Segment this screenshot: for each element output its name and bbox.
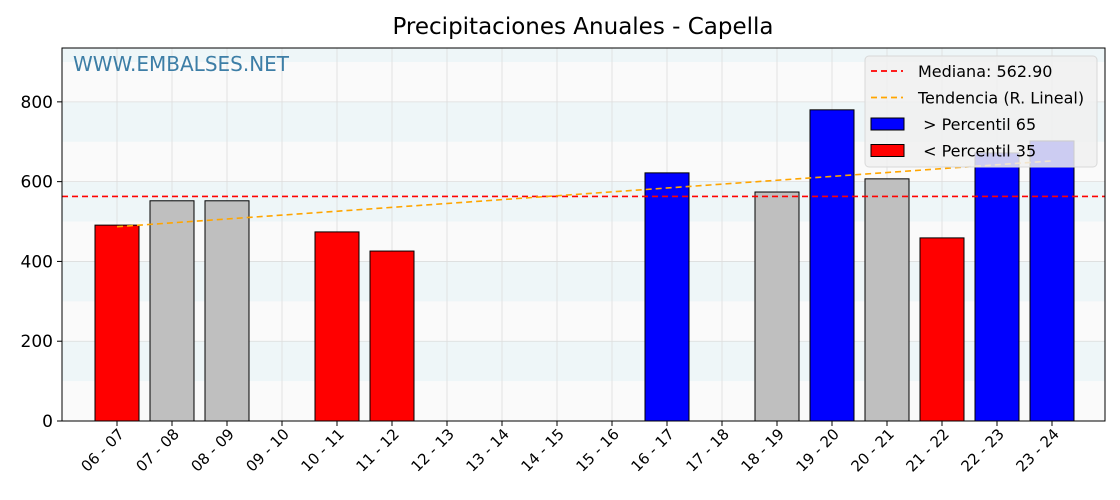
x-tick-label: 23 - 24 <box>1013 425 1063 475</box>
legend-bar-swatch <box>870 117 905 131</box>
x-tick-label: 14 - 15 <box>518 425 568 475</box>
x-tick-label: 13 - 14 <box>463 425 513 475</box>
bar-06-07 <box>94 224 140 422</box>
chart-title: Precipitaciones Anuales - Capella <box>392 14 773 40</box>
y-tick-label: 400 <box>21 252 53 272</box>
legend-label: Tendencia (R. Lineal) <box>917 89 1084 108</box>
y-tick-label: 200 <box>21 332 53 352</box>
x-tick-label: 16 - 17 <box>628 425 678 475</box>
x-tick-label: 07 - 08 <box>133 425 183 475</box>
watermark: WWW.EMBALSES.NET <box>73 52 290 76</box>
bar-23-24 <box>1029 140 1075 422</box>
bar-11-12 <box>369 250 415 422</box>
x-tick-label: 18 - 19 <box>738 425 788 475</box>
x-tick-label: 17 - 18 <box>683 425 733 475</box>
bar-19-20 <box>809 109 855 422</box>
legend-label: > Percentil 65 <box>918 115 1036 134</box>
x-tick-label: 21 - 22 <box>903 425 953 475</box>
x-tick-label: 09 - 10 <box>243 425 293 475</box>
y-tick-label: 0 <box>42 412 53 432</box>
bar-10-11 <box>314 231 360 422</box>
x-tick-label: 20 - 21 <box>848 425 898 475</box>
legend: Mediana: 562.90 Tendencia (R. Lineal) > P… <box>864 55 1098 168</box>
x-tick-label: 10 - 11 <box>298 425 348 475</box>
bar-22-23 <box>974 152 1020 422</box>
x-tick-label: 06 - 07 <box>78 425 128 475</box>
bar-21-22 <box>919 237 965 422</box>
x-tick-label: 08 - 09 <box>188 425 238 475</box>
x-tick-label: 12 - 13 <box>408 425 458 475</box>
background-band <box>62 48 1105 62</box>
x-tick-label: 19 - 20 <box>793 425 843 475</box>
x-tick-label: 22 - 23 <box>958 425 1008 475</box>
legend-box <box>864 55 1098 168</box>
legend-label: < Percentil 35 <box>918 142 1036 161</box>
trend-line <box>116 160 1053 228</box>
bar-20-21 <box>864 178 910 422</box>
legend-label: Mediana: 562.90 <box>918 62 1052 81</box>
y-tick-label: 600 <box>21 173 53 193</box>
x-tick-label: 15 - 16 <box>573 425 623 475</box>
x-tick-label: 11 - 12 <box>353 425 403 475</box>
legend-bar-swatch <box>870 144 905 157</box>
bar-18-19 <box>754 191 800 422</box>
plot-frame <box>61 47 1106 422</box>
bar-16-17 <box>644 172 690 422</box>
y-tick-label: 800 <box>21 93 53 113</box>
bar-08-09 <box>204 200 250 422</box>
bar-07-08 <box>149 200 195 422</box>
